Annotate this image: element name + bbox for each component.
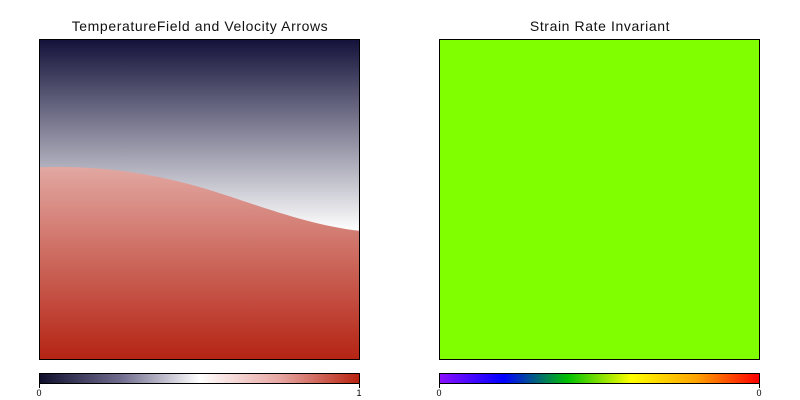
strain-rate-colorbar-max-tick — [759, 384, 760, 388]
temperature-panel-title: TemperatureField and Velocity Arrows — [71, 18, 329, 34]
temperature-colorbar — [39, 373, 360, 384]
temperature-colorbar-min-tick — [39, 384, 40, 388]
strain-rate-colorbar-min-tick — [439, 384, 440, 388]
strain-rate-panel-title: Strain Rate Invariant — [529, 18, 671, 34]
temperature-colorbar-max-label: 1 — [356, 388, 362, 398]
temperature-colorbar-min-label: 0 — [36, 388, 42, 398]
strain-rate-colorbar-max-label: 0 — [756, 388, 762, 398]
strain-rate-colorbar — [439, 373, 760, 384]
temperature-field-plot — [39, 39, 360, 360]
temperature-upper-region — [40, 40, 359, 231]
strain-rate-colorbar-min-label: 0 — [436, 388, 442, 398]
temperature-field-image — [40, 40, 359, 359]
temperature-colorbar-max-tick — [359, 384, 360, 388]
strain-rate-field-plot — [439, 39, 760, 360]
